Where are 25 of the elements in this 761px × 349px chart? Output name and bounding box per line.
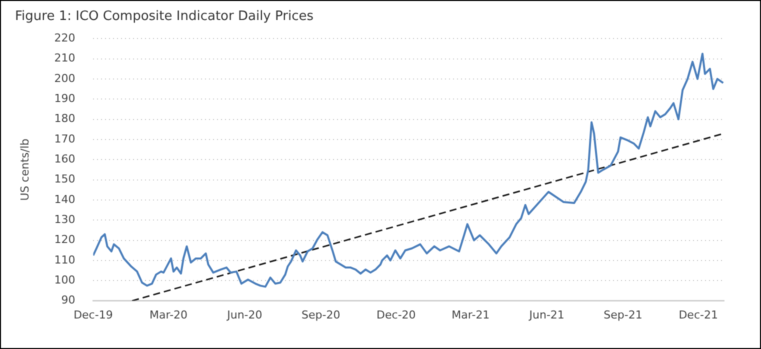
x-tick-label: Dec-20 [376,308,416,322]
y-tick-label: 140 [54,192,76,206]
x-tick-label: Jun-20 [226,308,262,322]
y-tick-label: 190 [54,92,76,105]
chart-title: Figure 1: ICO Composite Indicator Daily Prices [15,9,314,24]
y-tick-label: 150 [54,172,76,186]
y-tick-label: 130 [54,212,76,226]
x-tick-label: Mar-20 [150,308,188,322]
y-tick-label: 170 [54,132,76,146]
x-tick-label: Dec-19 [74,308,113,322]
x-tick-label: Dec-21 [678,308,718,322]
y-axis-title: US cents/lb [18,138,32,201]
y-tick-label: 100 [54,273,76,286]
x-tick-label: Sep-21 [604,308,642,322]
x-tick-label: Mar-21 [452,308,490,322]
y-tick-label: 220 [54,31,76,44]
y-tick-label: 90 [61,294,76,307]
y-tick-label: 210 [54,52,76,65]
x-tick-label: Sep-20 [301,308,340,322]
y-tick-label: 160 [54,152,76,166]
y-tick-label: 180 [54,112,76,126]
y-tick-label: 120 [54,233,76,246]
y-tick-label: 200 [54,72,76,85]
x-tick-label: Jun-21 [528,308,564,322]
y-tick-label: 110 [54,253,76,266]
